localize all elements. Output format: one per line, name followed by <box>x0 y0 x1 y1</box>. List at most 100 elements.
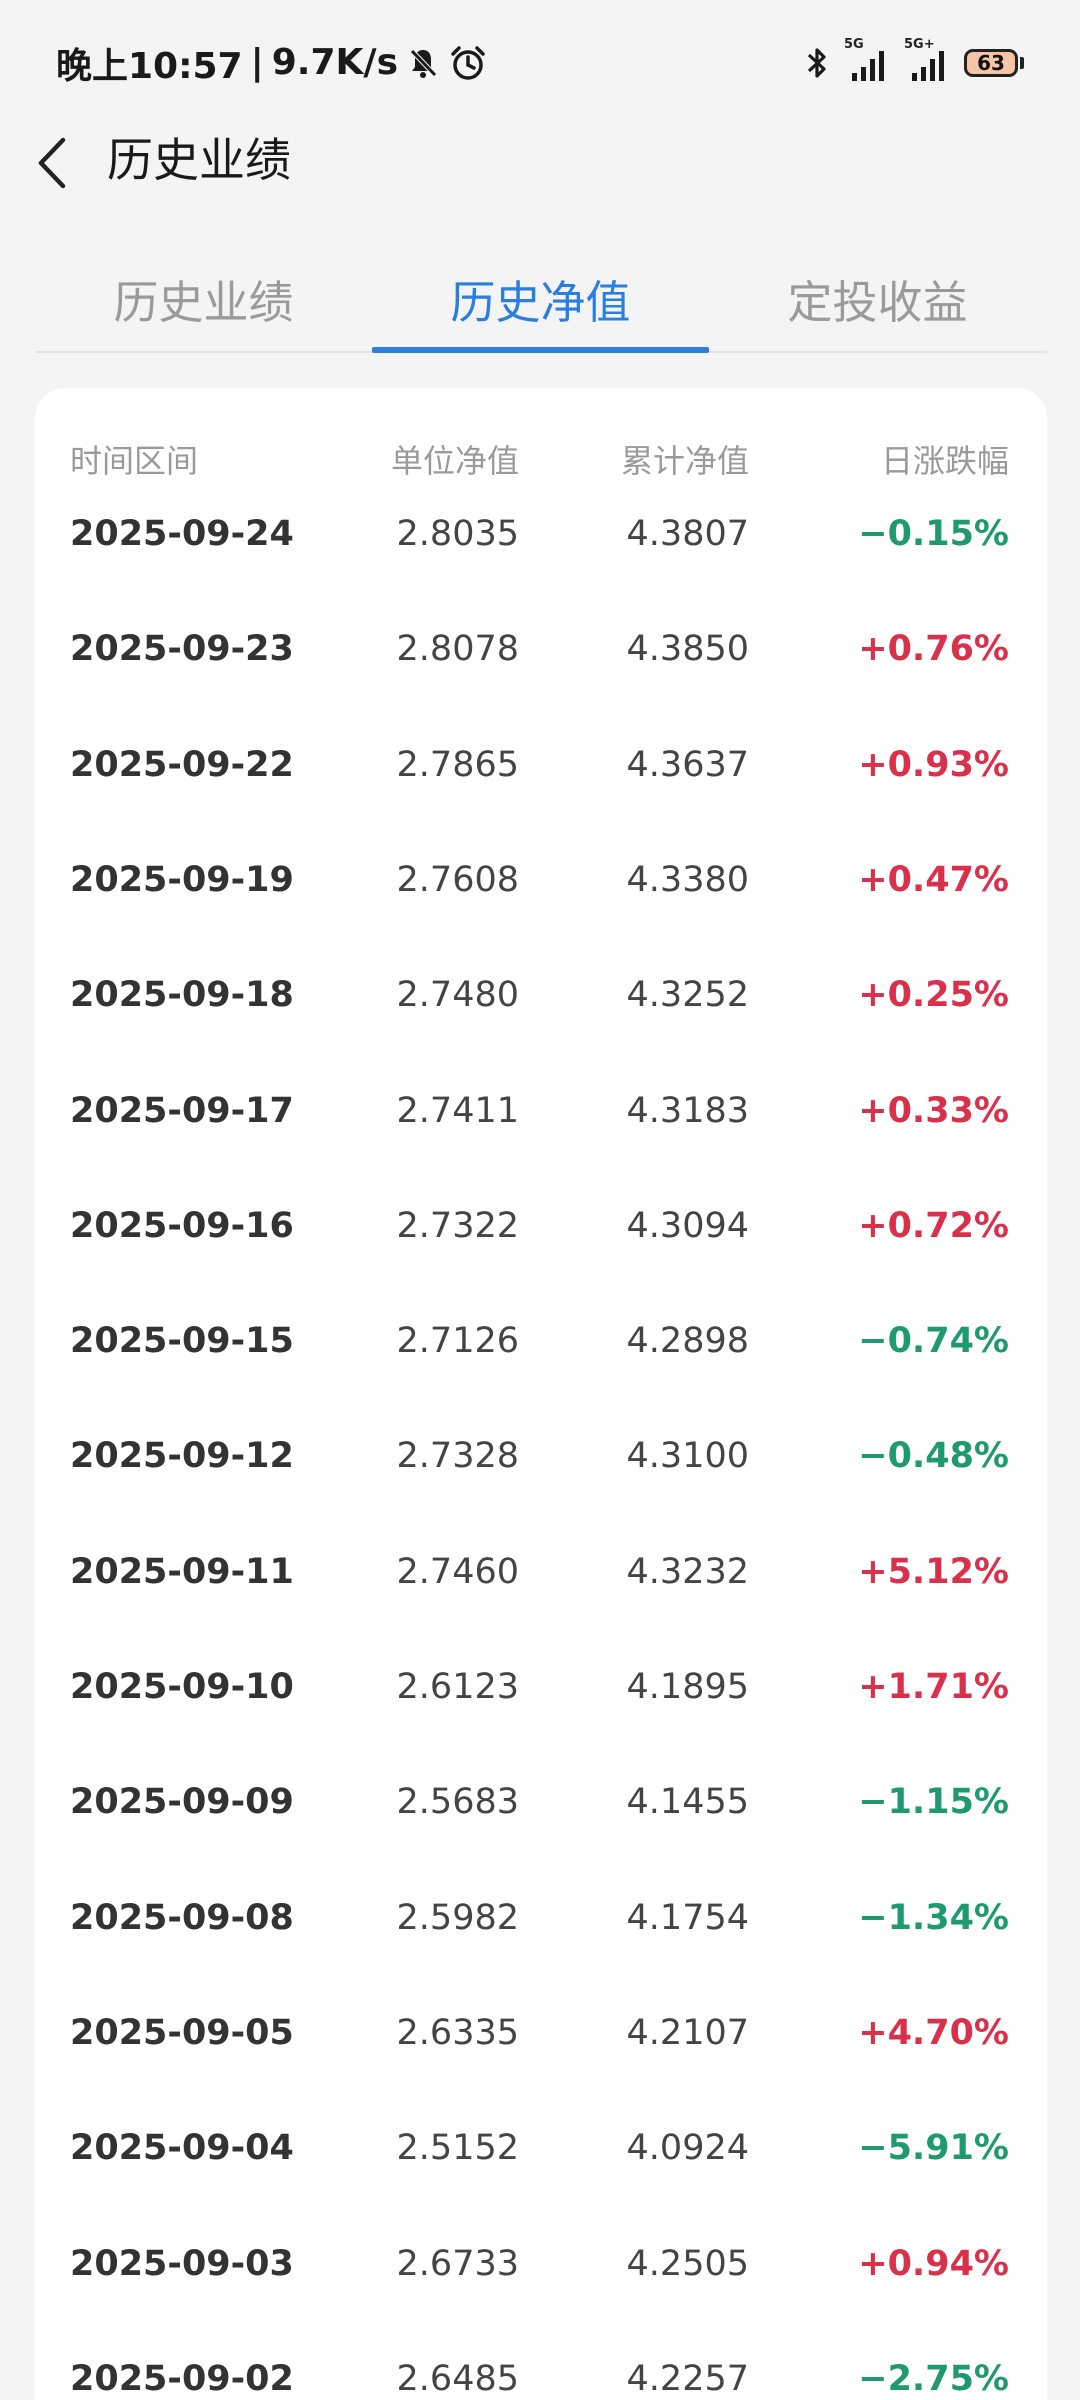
row-daily-change: −1.34% <box>858 1897 1009 1938</box>
row-unit-nav: 2.7865 <box>396 744 519 785</box>
row-acc-nav: 4.0924 <box>626 2128 749 2169</box>
table-header: 时间区间 单位净值 累计净值 日涨跌幅 <box>35 388 1047 518</box>
row-acc-nav: 4.3100 <box>626 1436 749 1477</box>
table-row[interactable]: 2025-09-17 2.7411 4.3183 +0.33% <box>35 1055 1047 1170</box>
table-row[interactable]: 2025-09-24 2.8035 4.3807 −0.15% <box>35 478 1047 593</box>
status-right: 5G 5G+ 63 <box>804 37 1024 83</box>
battery-nub <box>1020 56 1024 69</box>
row-unit-nav: 2.7480 <box>396 975 519 1016</box>
table-row[interactable]: 2025-09-08 2.5982 4.1754 −1.34% <box>35 1862 1047 1977</box>
back-button[interactable] <box>30 133 74 193</box>
row-date: 2025-09-09 <box>70 1782 294 1823</box>
row-daily-change: −1.15% <box>858 1782 1009 1823</box>
row-acc-nav: 4.1895 <box>626 1667 749 1707</box>
row-date: 2025-09-17 <box>70 1090 294 1131</box>
active-tab-indicator <box>372 347 709 353</box>
row-date: 2025-09-23 <box>70 629 294 670</box>
row-daily-change: +5.12% <box>858 1551 1009 1592</box>
row-acc-nav: 4.3094 <box>626 1205 749 1246</box>
table-row[interactable]: 2025-09-11 2.7460 4.3232 +5.12% <box>35 1516 1047 1631</box>
row-acc-nav: 4.2505 <box>626 2243 749 2284</box>
row-daily-change: +0.33% <box>858 1090 1009 1131</box>
separator: | <box>250 42 264 83</box>
row-acc-nav: 4.2898 <box>626 1321 749 1362</box>
chevron-left-icon <box>38 137 66 189</box>
tab-label: 历史净值 <box>450 275 631 329</box>
row-date: 2025-09-05 <box>70 2012 294 2053</box>
row-unit-nav: 2.7322 <box>396 1205 519 1246</box>
row-unit-nav: 2.8078 <box>396 629 519 670</box>
row-daily-change: +0.72% <box>858 1205 1009 1246</box>
tab-investment-returns[interactable]: 定投收益 <box>709 245 1046 351</box>
table-row[interactable]: 2025-09-19 2.7608 4.3380 +0.47% <box>35 824 1047 939</box>
row-acc-nav: 4.3850 <box>626 629 749 670</box>
bell-muted-icon <box>410 48 437 78</box>
table-row[interactable]: 2025-09-18 2.7480 4.3252 +0.25% <box>35 939 1047 1054</box>
row-unit-nav: 2.7608 <box>396 859 519 900</box>
tab-history-nav[interactable]: 历史净值 <box>372 245 709 353</box>
row-date: 2025-09-12 <box>70 1436 294 1477</box>
row-date: 2025-09-22 <box>70 744 294 785</box>
column-header-date: 时间区间 <box>70 442 199 480</box>
row-unit-nav: 2.5152 <box>396 2128 519 2169</box>
nav-table-card[interactable]: 时间区间 单位净值 累计净值 日涨跌幅 2025-09-24 2.8035 4.38… <box>35 388 1047 2400</box>
row-unit-nav: 2.6123 <box>396 1667 519 1707</box>
row-acc-nav: 4.2107 <box>626 2012 749 2053</box>
row-acc-nav: 4.3232 <box>626 1551 749 1592</box>
status-left: 晚上10:57 | 9.7K/s <box>56 37 488 89</box>
tab-bar: 历史业绩 历史净值 定投收益 <box>35 245 1047 353</box>
row-daily-change: −0.15% <box>858 514 1009 554</box>
page-title: 历史业绩 <box>107 133 291 187</box>
top-app-bar: 历史业绩 <box>0 125 1080 195</box>
row-acc-nav: 4.3252 <box>626 975 749 1016</box>
row-unit-nav: 2.7411 <box>396 1090 519 1131</box>
network-speed: 9.7K/s <box>271 42 398 83</box>
row-acc-nav: 4.1455 <box>626 1782 749 1823</box>
row-unit-nav: 2.6485 <box>396 2358 519 2399</box>
row-date: 2025-09-02 <box>70 2358 294 2399</box>
row-date: 2025-09-03 <box>70 2243 294 2284</box>
table-row[interactable]: 2025-09-12 2.7328 4.3100 −0.48% <box>35 1400 1047 1515</box>
row-daily-change: +1.71% <box>858 1667 1009 1707</box>
tab-label: 历史业绩 <box>113 275 294 329</box>
column-header-unit-nav: 单位净值 <box>390 442 519 480</box>
table-row[interactable]: 2025-09-05 2.6335 4.2107 +4.70% <box>35 1977 1047 2092</box>
tab-history-performance[interactable]: 历史业绩 <box>35 245 372 351</box>
row-unit-nav: 2.7460 <box>396 1551 519 1592</box>
row-unit-nav: 2.6733 <box>396 2243 519 2284</box>
clock: 晚上10:57 <box>56 45 243 87</box>
row-unit-nav: 2.7126 <box>396 1321 519 1362</box>
table-row[interactable]: 2025-09-04 2.5152 4.0924 −5.91% <box>35 2092 1047 2207</box>
row-date: 2025-09-19 <box>70 859 294 900</box>
row-acc-nav: 4.3637 <box>626 744 749 785</box>
row-acc-nav: 4.3807 <box>626 514 749 554</box>
row-daily-change: −0.74% <box>858 1321 1009 1362</box>
row-acc-nav: 4.1754 <box>626 1897 749 1938</box>
tab-label: 定投收益 <box>787 275 968 329</box>
table-row[interactable]: 2025-09-23 2.8078 4.3850 +0.76% <box>35 593 1047 708</box>
table-row[interactable]: 2025-09-22 2.7865 4.3637 +0.93% <box>35 709 1047 824</box>
row-unit-nav: 2.5982 <box>396 1897 519 1938</box>
table-row[interactable]: 2025-09-02 2.6485 4.2257 −2.75% <box>35 2323 1047 2400</box>
row-daily-change: +0.47% <box>858 859 1009 900</box>
row-daily-change: +0.25% <box>858 975 1009 1016</box>
row-date: 2025-09-16 <box>70 1205 294 1246</box>
row-date: 2025-09-11 <box>70 1551 294 1592</box>
battery-icon: 63 <box>964 48 1024 77</box>
table-row[interactable]: 2025-09-15 2.7126 4.2898 −0.74% <box>35 1285 1047 1400</box>
signal-5g-plus-icon: 5G+ <box>904 37 950 83</box>
table-row[interactable]: 2025-09-09 2.5683 4.1455 −1.15% <box>35 1746 1047 1861</box>
column-header-daily-change: 日涨跌幅 <box>880 442 1009 480</box>
row-unit-nav: 2.5683 <box>396 1782 519 1823</box>
row-unit-nav: 2.6335 <box>396 2012 519 2053</box>
table-row[interactable]: 2025-09-10 2.6123 4.1895 +1.71% <box>35 1631 1047 1746</box>
row-unit-nav: 2.8035 <box>396 514 519 554</box>
row-date: 2025-09-04 <box>70 2128 294 2169</box>
signal-5g-icon: 5G <box>844 37 890 83</box>
row-date: 2025-09-24 <box>70 514 294 554</box>
table-row[interactable]: 2025-09-03 2.6733 4.2505 +0.94% <box>35 2208 1047 2323</box>
column-header-acc-nav: 累计净值 <box>620 442 749 480</box>
table-row[interactable]: 2025-09-16 2.7322 4.3094 +0.72% <box>35 1170 1047 1285</box>
row-unit-nav: 2.7328 <box>396 1436 519 1477</box>
